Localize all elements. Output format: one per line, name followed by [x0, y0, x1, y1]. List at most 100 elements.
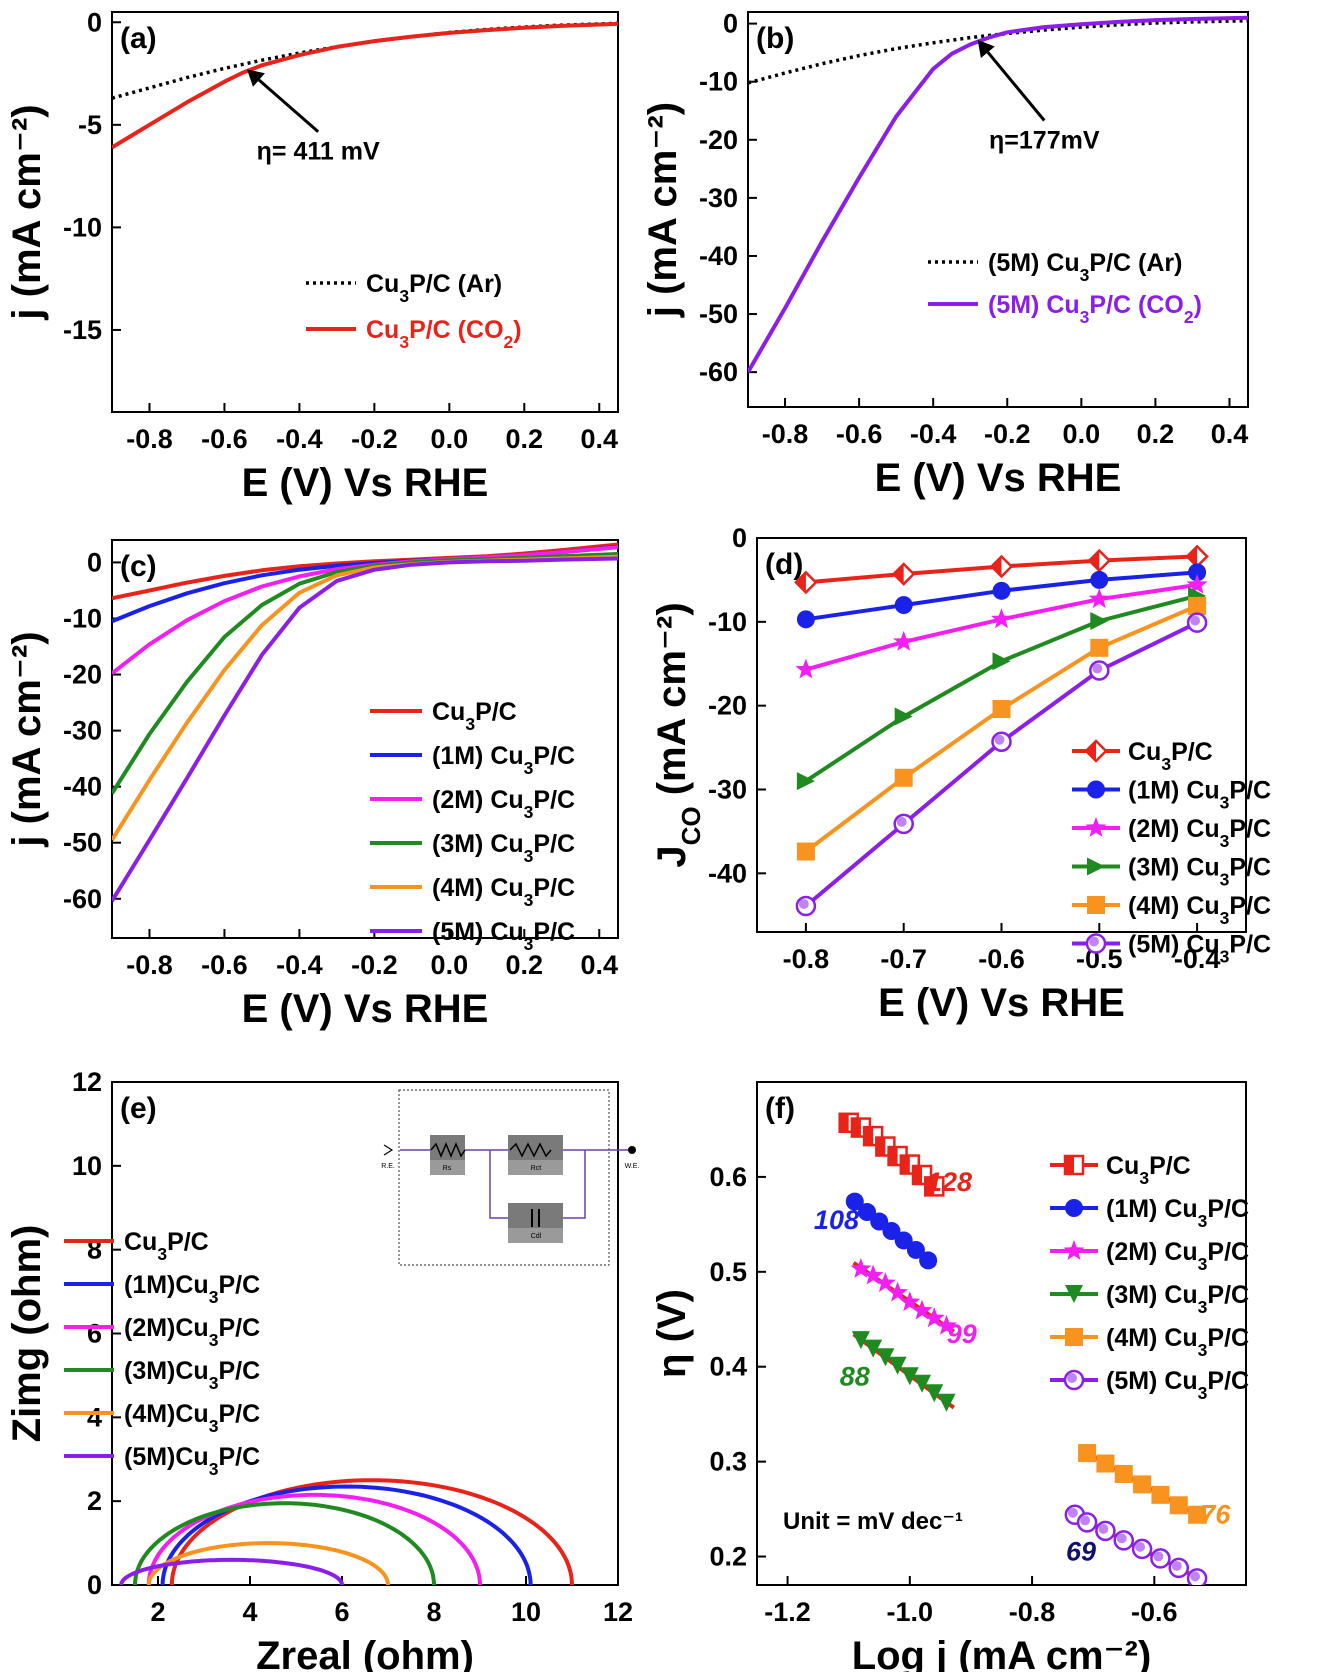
circuit-we-label: W.E. [625, 1163, 640, 1170]
legend-item: (2M)Cu3P/C [64, 1314, 260, 1350]
y-tick-label: 6 [87, 1319, 102, 1349]
legend-label: (5M) Cu3P/C [432, 918, 575, 954]
legend-item: Cu3P/C [370, 698, 517, 734]
panel-label: (c) [120, 550, 157, 583]
legend-item: (1M) Cu3P/C [1072, 777, 1271, 813]
series-5-point [1188, 596, 1207, 615]
legend-marker [1065, 1199, 1083, 1217]
series-2-point [796, 610, 815, 629]
x-tick-label: 0.2 [506, 950, 544, 980]
tafel-slope-label: 99 [947, 1319, 977, 1349]
y-tick-label: -50 [63, 828, 102, 858]
legend-item: (2M) Cu3P/C [1050, 1238, 1249, 1274]
tafel-slope-label: 76 [1200, 1499, 1231, 1529]
x-tick-label: -0.6 [978, 944, 1025, 974]
we-terminal-icon [628, 1146, 636, 1154]
y-tick-label: -20 [63, 660, 102, 690]
legend-label: (4M)Cu3P/C [124, 1400, 260, 1436]
legend-item: (1M)Cu3P/C [64, 1271, 260, 1307]
legend-item: (5M) Cu3P/C [1072, 931, 1271, 967]
y-tick-label: -50 [699, 299, 738, 329]
legend-label: (1M) Cu3P/C [432, 742, 575, 778]
series-4-point [900, 1367, 919, 1386]
y-tick-label: -15 [63, 315, 102, 345]
x-axis-label: Log j (mA cm⁻²) [852, 1634, 1152, 1672]
series-4-point [913, 1374, 932, 1393]
legend-item: (5M) Cu3P/C (CO2) [928, 291, 1202, 327]
y-tick-label: -10 [63, 212, 102, 242]
series-2-point [894, 596, 913, 615]
series-5-point [1169, 1496, 1188, 1515]
y-tick-label: 0 [732, 523, 747, 553]
series-5-point [796, 842, 815, 861]
x-tick-label: -0.8 [126, 424, 173, 454]
legend-item: Cu3P/C (Ar) [306, 270, 502, 306]
series-2-arc [160, 1484, 533, 1585]
panel-f: -1.2 -1.0 -0.8 -0.6 0.2 0.3 0.4 0.5 0.6 Log j (mA… [650, 1081, 1249, 1672]
series-3-point [923, 1307, 945, 1328]
legend-label: (5M) Cu3P/C (CO2) [988, 291, 1202, 327]
x-tick-label: -0.2 [984, 419, 1031, 449]
x-tick-label: -1.0 [887, 1597, 934, 1627]
x-tick-label: -0.4 [1174, 944, 1221, 974]
plot-area [119, 1478, 574, 1585]
y-tick-label: -40 [699, 241, 738, 271]
series-4-arc [133, 1501, 436, 1585]
annotation-arrow [257, 78, 320, 133]
series-3-point [887, 1281, 908, 1302]
plot-area [112, 542, 618, 903]
legend-item: (5M) Cu3P/C (Ar) [928, 249, 1182, 285]
x-tick-label: 4 [242, 1597, 257, 1627]
series-2-point [870, 1212, 889, 1231]
legend-item: (5M) Cu3P/C [1050, 1367, 1249, 1403]
y-axis: 0 -10 -20 -30 -40 -50 -60 [699, 9, 757, 387]
panel-d: -0.8 -0.7 -0.6 -0.5 -0.40-10-20-30-40E (V) V… [650, 523, 1271, 1025]
legend-marker [1087, 857, 1105, 876]
legend: Cu3P/C (1M)Cu3P/C (2M)Cu3P/C (3M)Cu3P/C (4M)… [64, 1228, 260, 1479]
legend-label: Cu3P/C [124, 1228, 209, 1264]
series-5-point [1133, 1475, 1152, 1494]
y-axis-label: j (mA cm⁻²) [5, 104, 49, 320]
circuit-rs-label: Rs [443, 1165, 452, 1172]
y-tick-label: 10 [72, 1151, 102, 1181]
circuit-re-label: R.E. [381, 1163, 395, 1170]
series-6-arc [119, 1557, 344, 1585]
series-4-point [992, 652, 1011, 671]
y-tick-label: 0.3 [709, 1447, 747, 1477]
legend-label: Cu3P/C [1128, 738, 1213, 774]
series-5-point [1151, 1485, 1170, 1504]
x-tick-label: 0.4 [580, 950, 618, 980]
series-3-point [874, 1272, 896, 1293]
legend-label: Cu3P/C [432, 698, 517, 734]
y-tick-label: 4 [87, 1402, 102, 1432]
legend-label: Cu3P/C (CO2) [366, 316, 522, 352]
legend-label: (4M) Cu3P/C [1106, 1324, 1249, 1360]
legend-label: (1M) Cu3P/C [1106, 1195, 1249, 1231]
legend-label: (2M) Cu3P/C [1128, 815, 1271, 851]
y-tick-label: -10 [63, 603, 102, 633]
legend-item: (3M) Cu3P/C [370, 830, 575, 866]
x-tick-label: 0.4 [580, 424, 618, 454]
series-4-point [851, 1331, 870, 1350]
unit-note: Unit = mV dec⁻¹ [783, 1508, 963, 1535]
series-5-point [1188, 1505, 1207, 1524]
y-tick-label: 0 [87, 7, 102, 37]
y-tick-label: 0.6 [709, 1162, 747, 1192]
series-3-point [991, 608, 1012, 629]
x-axis: -1.2 -1.0 -0.8 -0.6 [764, 1576, 1178, 1627]
series-2-point [906, 1240, 925, 1259]
y-tick-label: -30 [708, 774, 747, 804]
y-tick-label: -40 [63, 772, 102, 802]
legend-label: (1M)Cu3P/C [124, 1271, 260, 1307]
x-tick-label: -0.4 [910, 419, 957, 449]
legend-item: (4M) Cu3P/C [1072, 892, 1271, 928]
panel-a: -0.8 -0.6 -0.4 -0.2 0.0 0.2 0.4 0 -5 -10 -15 E (V) … [5, 7, 619, 505]
series-4-point [937, 1393, 956, 1412]
legend-item: (1M) Cu3P/C [370, 742, 575, 778]
series-5-point [992, 700, 1011, 719]
plot-frame [747, 11, 1249, 408]
series-3-point [1186, 573, 1208, 594]
series-3-point [893, 630, 915, 651]
tafel-slope-label: 88 [840, 1362, 870, 1392]
